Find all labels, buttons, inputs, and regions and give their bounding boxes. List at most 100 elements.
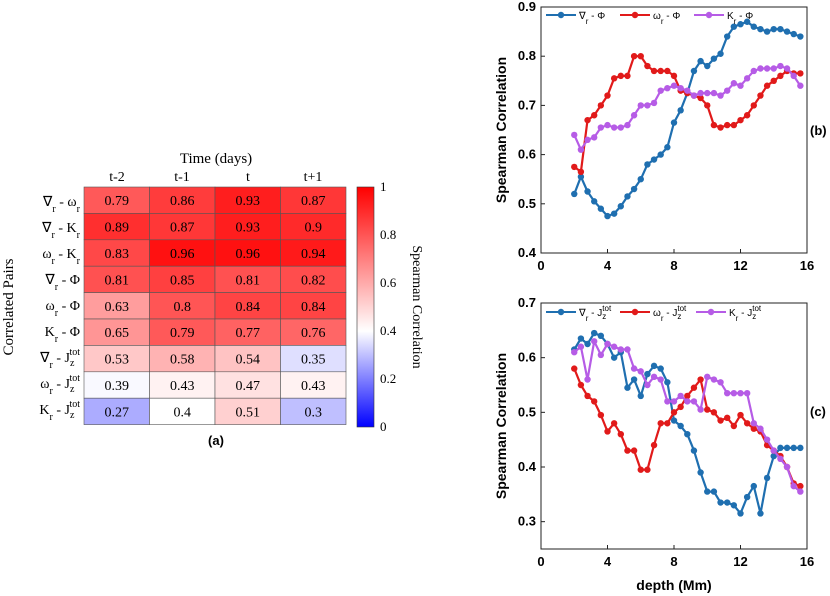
data-point: [757, 425, 764, 432]
data-point: [710, 121, 718, 129]
data-point: [657, 420, 664, 427]
data-point: [604, 340, 611, 348]
data-point: [630, 365, 638, 372]
heatmap-value: 0.89: [105, 221, 130, 236]
colorbar-label: Spearman Correlation: [409, 245, 424, 368]
data-point: [604, 212, 611, 220]
data-point: [757, 25, 764, 33]
data-point: [724, 499, 731, 506]
heatmap-col-label: t-2: [109, 170, 125, 185]
row-label-omega-phi: ωr - Φ: [46, 299, 80, 319]
x-tick-label: 4: [604, 258, 612, 273]
data-point: [730, 502, 738, 509]
heatmap-value: 0.96: [170, 247, 195, 262]
data-point: [743, 390, 751, 397]
line-panel-c: 0 4 8 12 16 0.3 0.4 0.5 0.6 0.7 Spearman Correlat…: [493, 295, 826, 593]
series-line-c-2: [573, 340, 802, 493]
series-group-c: [571, 329, 804, 517]
heatmap-value: 0.4: [174, 405, 192, 420]
colorbar-tick: 0.6: [380, 275, 397, 290]
data-point: [690, 384, 698, 391]
data-point: [604, 121, 611, 129]
heatmap-value: 0.53: [105, 353, 130, 368]
data-point: [584, 340, 591, 348]
heatmap-cell: [83, 186, 150, 214]
data-point: [610, 354, 618, 361]
heatmap-cell: [280, 186, 347, 214]
data-point: [597, 411, 605, 419]
heatmap-cell: [280, 397, 347, 425]
heatmap-value: 0.93: [236, 221, 261, 236]
y-tick-label: 0.4: [518, 245, 537, 260]
data-point: [617, 203, 624, 210]
data-point: [743, 420, 751, 427]
data-point: [571, 190, 578, 198]
series-line-c-1: [573, 368, 801, 488]
data-point: [630, 185, 638, 193]
legend-text-b-1: ωr - Φ: [653, 11, 680, 26]
heatmap-value: 0.63: [105, 300, 130, 315]
data-point: [750, 425, 757, 432]
data-point: [584, 392, 591, 400]
legend-marker-b-2: [705, 11, 713, 19]
heatmap-cell: [83, 292, 150, 320]
data-point: [577, 168, 585, 176]
series-group-b: [571, 18, 804, 220]
data-point: [777, 444, 784, 452]
data-point: [610, 124, 618, 131]
heatmap-value: 0.82: [301, 273, 326, 288]
data-point: [657, 151, 664, 158]
data-point: [597, 332, 605, 339]
data-point: [644, 381, 651, 389]
data-point: [650, 362, 658, 370]
data-point: [797, 488, 804, 495]
data-point: [684, 398, 691, 405]
legend-text-b-2: Kr - Φ: [727, 11, 753, 26]
data-point: [664, 420, 671, 427]
row-label-grad-j: ∇r - Jztot: [39, 347, 80, 371]
plot-frame-b: [540, 6, 808, 254]
line-panel-b: 0 4 8 12 16 0.4 0.5 0.6 0.7 0.8 0.9 Spearman Corre…: [493, 0, 827, 273]
data-point: [704, 488, 711, 495]
data-point: [644, 466, 651, 473]
data-point: [797, 70, 804, 77]
heatmap-value: 0.43: [301, 379, 326, 394]
data-point: [790, 72, 797, 80]
data-point: [717, 417, 724, 424]
data-point: [617, 346, 624, 353]
data-point: [710, 55, 718, 62]
series-line-b-0: [573, 20, 801, 218]
data-point: [571, 131, 578, 139]
x-tick-label: 16: [800, 258, 814, 273]
data-point: [637, 176, 644, 183]
data-point: [624, 193, 631, 200]
data-point: [664, 67, 671, 75]
data-point: [644, 161, 651, 168]
heatmap-value: 0.8: [174, 300, 192, 315]
data-point: [650, 67, 658, 75]
heatmap-cell: [83, 371, 150, 399]
row-label-grad-phi: ∇r - Φ: [44, 273, 80, 293]
data-point: [770, 452, 777, 460]
panel-label-c: (c): [810, 404, 826, 419]
data-point: [670, 398, 678, 405]
heatmap-value: 0.27: [105, 405, 130, 420]
y-tick-label: 0.5: [518, 196, 536, 211]
data-point: [650, 373, 658, 380]
data-point: [571, 365, 578, 372]
data-point: [591, 112, 598, 119]
data-point: [690, 398, 698, 405]
heatmap-col-label: t+1: [304, 170, 323, 185]
heatmap-value: 0.65: [105, 326, 130, 341]
heatmap-cell: [214, 186, 281, 214]
data-point: [657, 67, 664, 75]
data-point: [670, 409, 678, 416]
data-point: [717, 379, 724, 386]
legend-text-c-0: ∇r - Jztot: [578, 304, 612, 323]
heatmap-cell: [83, 345, 150, 373]
data-point: [577, 146, 585, 153]
heatmap-value: 0.77: [236, 326, 261, 341]
data-point: [783, 28, 791, 35]
data-point: [730, 121, 738, 129]
data-point: [704, 102, 711, 109]
